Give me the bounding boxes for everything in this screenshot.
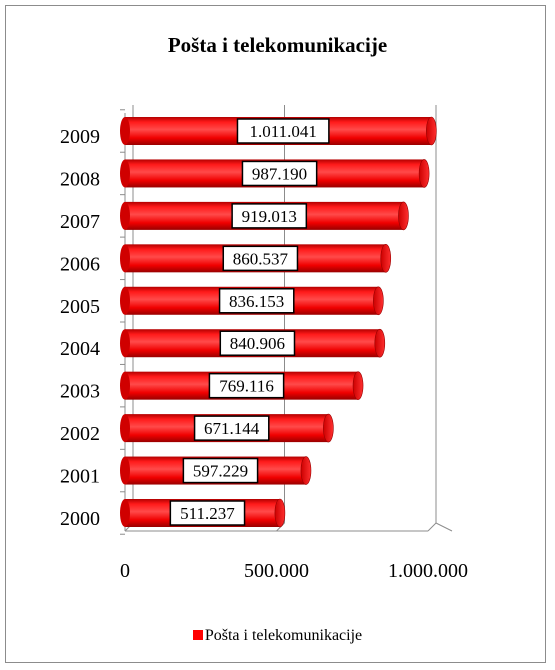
y-tick-label: 2008 [60, 168, 100, 190]
x-tick-label: 0 [120, 560, 130, 582]
data-label: 511.237 [169, 500, 246, 526]
y-tick-label: 2007 [60, 211, 100, 233]
data-label: 987.190 [241, 160, 318, 187]
x-tick-label: 1.000.000 [388, 560, 468, 582]
svg-text:511.237: 511.237 [180, 504, 235, 523]
data-label: 769.116 [208, 372, 285, 399]
y-tick-label: 2000 [60, 508, 100, 530]
svg-text:597.229: 597.229 [193, 462, 248, 481]
y-tick-label: 2004 [60, 338, 100, 360]
data-label: 1.011.041 [236, 118, 330, 144]
y-tick-label: 2002 [60, 423, 100, 445]
svg-text:769.116: 769.116 [219, 377, 274, 396]
floor-edge [435, 522, 453, 532]
y-tick-label: 2006 [60, 253, 100, 275]
data-label: 597.229 [182, 457, 259, 484]
svg-text:836.153: 836.153 [229, 292, 284, 311]
svg-text:987.190: 987.190 [252, 164, 307, 183]
svg-text:919.013: 919.013 [242, 207, 297, 226]
svg-text:840.906: 840.906 [230, 334, 285, 353]
y-tick-label: 2001 [60, 466, 100, 488]
y-tick-label: 2009 [60, 126, 100, 148]
floor-gridline [427, 522, 437, 532]
y-tick-label: 2003 [60, 381, 100, 403]
legend-label: Pošta i telekomunikacije [204, 627, 363, 644]
data-label: 919.013 [231, 203, 308, 229]
legend: Pošta i telekomunikacije [0, 627, 555, 645]
data-label: 836.153 [218, 288, 295, 314]
data-label: 860.537 [222, 245, 299, 272]
legend-swatch [192, 630, 203, 640]
chart-title: Pošta i telekomunikacije [167, 33, 388, 57]
svg-text:860.537: 860.537 [233, 249, 289, 268]
svg-text:1.011.041: 1.011.041 [249, 122, 316, 141]
x-tick-label: 500.000 [244, 560, 309, 582]
svg-text:671.144: 671.144 [204, 419, 260, 438]
y-tick-label: 2005 [60, 296, 100, 318]
data-label: 840.906 [219, 330, 296, 356]
data-label: 671.144 [193, 415, 270, 441]
